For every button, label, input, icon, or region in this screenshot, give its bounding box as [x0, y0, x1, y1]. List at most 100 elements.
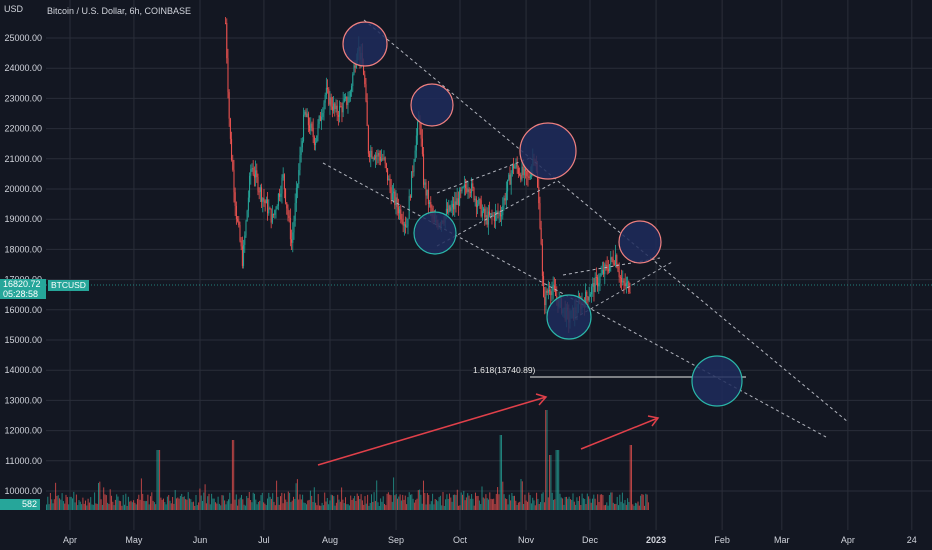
volume-bar: [395, 494, 397, 510]
volume-bar: [213, 498, 215, 510]
volume-bar: [161, 499, 163, 510]
candle-body: [600, 273, 602, 276]
volume-bar: [83, 503, 85, 510]
candle-body: [552, 285, 554, 291]
volume-bar: [495, 493, 497, 510]
volume-bar: [524, 494, 526, 510]
candle-body: [605, 264, 607, 266]
candle-body: [501, 215, 503, 217]
candle-body: [491, 213, 493, 216]
circle-marker-2[interactable]: [410, 83, 454, 127]
volume-bar: [277, 496, 279, 510]
volume-bar: [521, 481, 523, 510]
volume-bar: [419, 489, 421, 510]
volume-bar: [61, 493, 63, 510]
volume-bar: [212, 498, 214, 510]
volume-bar: [560, 497, 562, 510]
volume-bars: [46, 410, 649, 510]
candle-body: [544, 296, 546, 306]
mid-channel-line-3[interactable]: [562, 257, 661, 276]
arrow-annotations[interactable]: [317, 393, 660, 466]
y-tick-label: 24000.00: [4, 63, 42, 73]
candle-body: [625, 282, 627, 287]
volume-bar: [407, 497, 409, 510]
candle-body: [366, 100, 368, 126]
volume-bar: [169, 500, 171, 510]
candle-body: [511, 164, 513, 174]
volume-bar: [458, 505, 460, 510]
arrow-head-1[interactable]: [535, 393, 548, 406]
candle-body: [280, 193, 282, 197]
circle-annotations[interactable]: [342, 21, 743, 407]
circle-marker-1[interactable]: [342, 21, 388, 67]
candle-body: [388, 178, 390, 181]
volume-bar: [620, 501, 622, 510]
volume-bar: [70, 496, 72, 510]
volume-bar: [397, 498, 398, 510]
arrow-head-2[interactable]: [647, 415, 660, 427]
mid-channel-line-1[interactable]: [436, 157, 531, 194]
candle-body: [225, 22, 227, 24]
candle-body: [612, 259, 614, 264]
candle-body: [268, 208, 270, 214]
arrow-line-2[interactable]: [580, 417, 659, 450]
circle-marker-7[interactable]: [691, 355, 743, 407]
volume-bar: [135, 504, 137, 510]
volume-bar: [547, 497, 549, 510]
volume-bar: [118, 500, 120, 510]
volume-bar: [510, 500, 512, 510]
volume-bar: [351, 500, 353, 510]
candle-body: [496, 211, 498, 213]
volume-bar: [105, 495, 107, 510]
volume-bar: [47, 496, 49, 510]
volume-bar: [147, 494, 149, 510]
volume-bar: [412, 498, 414, 510]
volume-bar: [283, 493, 285, 510]
candle-body: [247, 197, 249, 211]
circle-marker-6[interactable]: [546, 294, 592, 340]
arrow-line-1[interactable]: [317, 396, 547, 466]
candle-body: [466, 188, 468, 192]
candle-body: [419, 118, 421, 130]
volume-bar: [530, 503, 532, 510]
volume-bar: [152, 500, 154, 510]
volume-bar: [641, 494, 643, 510]
volume-bar: [540, 502, 541, 510]
volume-bar: [450, 497, 452, 510]
candle-body: [310, 123, 312, 131]
volume-bar: [187, 492, 189, 510]
volume-bar: [101, 504, 103, 510]
candle-body: [480, 200, 482, 217]
volume-bar: [417, 490, 419, 510]
candle-body: [346, 96, 348, 106]
candle-body: [447, 208, 449, 213]
candle-body: [282, 174, 284, 178]
candle-body: [300, 147, 302, 155]
volume-bar: [282, 503, 284, 510]
candle-body: [303, 114, 305, 142]
upper-channel-line[interactable]: [363, 19, 849, 423]
mid-channel-line-2[interactable]: [436, 181, 556, 247]
volume-bar: [606, 502, 608, 510]
volume-bar: [584, 498, 586, 510]
candle-body: [538, 187, 540, 204]
mid-channel-line-4[interactable]: [574, 261, 673, 319]
x-tick-label: Dec: [582, 535, 599, 545]
circle-marker-4[interactable]: [519, 122, 577, 180]
candle-body: [274, 210, 276, 215]
trendline-annotations[interactable]: [322, 19, 849, 438]
x-tick-label: Mar: [774, 535, 790, 545]
circle-marker-5[interactable]: [618, 220, 662, 264]
volume-bar: [558, 450, 560, 510]
candle-body: [339, 106, 341, 117]
volume-bar: [114, 499, 116, 510]
candle-body: [383, 157, 385, 159]
volume-bar: [550, 455, 552, 510]
volume-bar: [579, 496, 580, 510]
volume-bar: [446, 494, 448, 510]
volume-bar: [436, 499, 437, 510]
candle-body: [585, 291, 587, 308]
volume-bar: [567, 498, 569, 510]
circle-marker-3[interactable]: [413, 211, 457, 255]
